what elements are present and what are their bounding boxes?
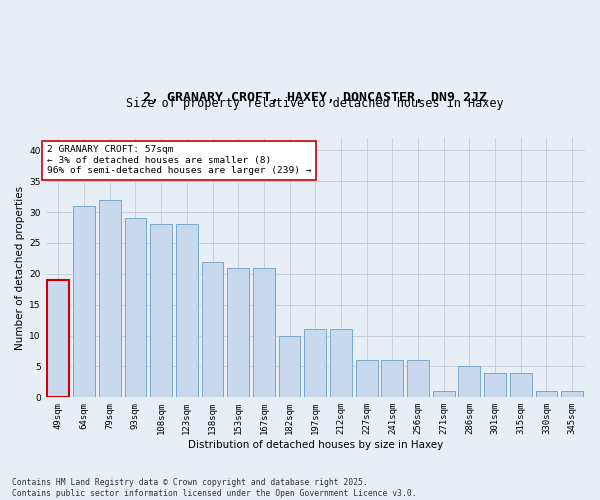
Bar — [458, 366, 481, 398]
Text: Contains HM Land Registry data © Crown copyright and database right 2025.
Contai: Contains HM Land Registry data © Crown c… — [12, 478, 416, 498]
Bar — [125, 218, 146, 398]
Bar — [433, 391, 455, 398]
Bar — [278, 336, 301, 398]
Bar — [99, 200, 121, 398]
Bar — [356, 360, 377, 398]
Bar — [407, 360, 429, 398]
Bar — [202, 262, 223, 398]
Bar — [47, 280, 69, 398]
Bar — [227, 268, 249, 398]
Bar — [510, 372, 532, 398]
Y-axis label: Number of detached properties: Number of detached properties — [15, 186, 25, 350]
Bar — [304, 330, 326, 398]
Bar — [253, 268, 275, 398]
Bar — [330, 330, 352, 398]
Bar — [484, 372, 506, 398]
Text: 2 GRANARY CROFT: 57sqm
← 3% of detached houses are smaller (8)
96% of semi-detac: 2 GRANARY CROFT: 57sqm ← 3% of detached … — [47, 146, 311, 176]
Bar — [536, 391, 557, 398]
Text: 2, GRANARY CROFT, HAXEY, DONCASTER, DN9 2JZ: 2, GRANARY CROFT, HAXEY, DONCASTER, DN9 … — [143, 92, 487, 104]
Bar — [382, 360, 403, 398]
Bar — [150, 224, 172, 398]
X-axis label: Distribution of detached houses by size in Haxey: Distribution of detached houses by size … — [188, 440, 443, 450]
Title: Size of property relative to detached houses in Haxey: Size of property relative to detached ho… — [127, 98, 504, 110]
Bar — [561, 391, 583, 398]
Bar — [73, 206, 95, 398]
Bar — [176, 224, 198, 398]
